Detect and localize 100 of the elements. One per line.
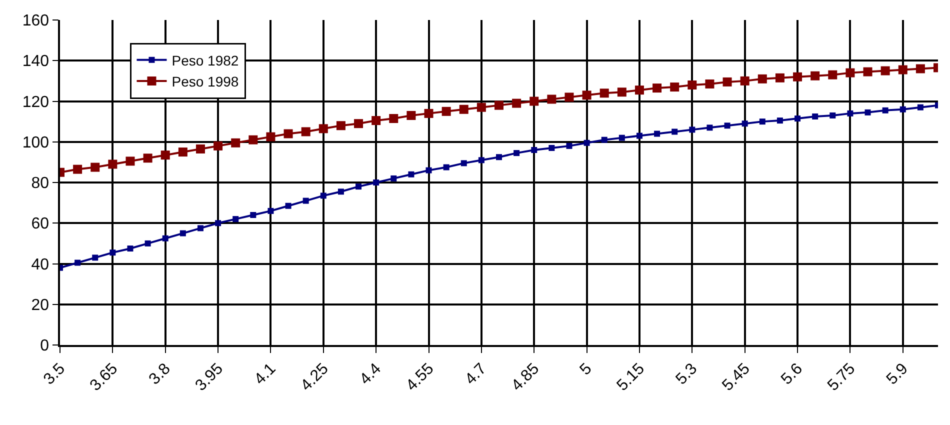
point [318,124,328,134]
point [584,140,590,146]
point [898,65,908,74]
point [776,118,783,124]
y-tick-label: 80 [31,175,50,192]
point [740,76,750,86]
point [706,124,713,131]
point [426,167,432,174]
point [354,119,364,128]
point [828,70,838,80]
point [672,128,678,135]
point [231,138,240,148]
point [618,134,625,141]
point [900,106,906,112]
point [478,157,484,164]
point [705,79,714,88]
point [144,240,151,246]
point [722,77,732,86]
point [215,220,222,226]
point [301,127,310,136]
point [775,73,784,82]
point [390,175,397,182]
y-tick-label: 60 [31,216,50,233]
point [162,235,168,242]
point [373,180,380,186]
point [356,184,362,190]
x-tick-label: 3.5 [40,360,69,388]
x-tick-label: 5.3 [672,360,701,388]
legend-label: Peso 1982 [172,52,239,68]
y-tick-label: 0 [40,338,50,355]
point [514,150,520,156]
point [512,98,522,108]
x-tick-label: 4.55 [403,360,438,394]
point [443,164,450,170]
point [652,84,662,93]
x-tick-label: 3.8 [146,360,174,388]
y-tick-label: 120 [22,94,50,111]
point [406,110,416,120]
x-tick-label: 5 [576,360,596,379]
legend-label: Peso 1998 [172,74,239,90]
point [759,118,766,125]
point [250,212,256,218]
x-tick-label: 5.6 [778,360,806,388]
point [636,132,642,139]
point [864,109,871,116]
point [654,130,660,137]
point [442,106,451,116]
point [794,116,801,122]
point [688,80,697,90]
y-tick-label: 100 [22,134,50,152]
point [810,71,820,80]
point [232,216,239,222]
point [476,102,486,112]
point [460,160,467,166]
point [547,94,556,104]
point [634,86,644,95]
x-tick-label: 4.1 [251,360,280,388]
y-tick-label: 160 [22,12,50,30]
point [372,116,381,126]
point [847,110,854,116]
y-tick-label: 40 [31,256,50,274]
point [178,148,188,157]
point [882,107,888,114]
point [494,100,504,110]
point [916,64,925,74]
point [248,135,258,144]
point [338,188,344,195]
point [74,260,81,266]
point [143,154,152,163]
point [496,154,502,160]
point [724,122,730,129]
x-tick-label: 4.25 [298,360,332,394]
x-tick-label: 4.85 [508,360,543,394]
x-tick-label: 4.4 [356,360,385,388]
point [530,96,539,106]
point [917,104,924,110]
point [564,92,574,102]
point [531,147,538,153]
point [566,142,572,149]
point [92,254,98,261]
point [73,164,82,174]
point [459,104,468,114]
point [408,171,414,178]
point [863,67,872,76]
point [110,250,116,256]
point [812,113,818,120]
point [582,90,592,100]
point [758,74,767,84]
point [196,144,205,154]
point [285,202,292,209]
x-tick-label: 5.9 [884,360,912,388]
point [160,150,170,160]
point [601,136,608,143]
x-tick-label: 4.7 [462,360,490,388]
point [670,82,680,92]
point [284,129,293,138]
y-tick-label: 20 [31,296,50,314]
point [617,88,626,97]
point [302,198,309,204]
point [793,72,802,82]
